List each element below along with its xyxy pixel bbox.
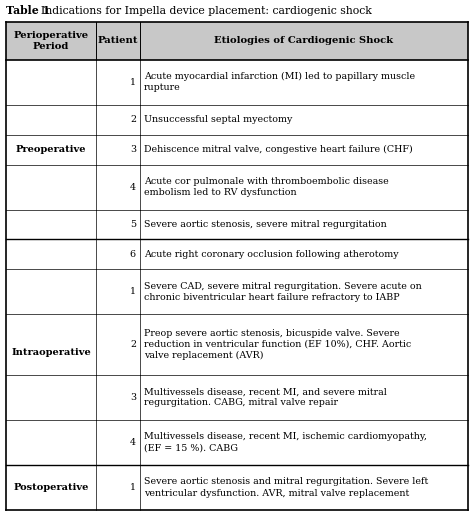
Text: Severe aortic stenosis and mitral regurgitation. Severe left
ventricular dysfunc: Severe aortic stenosis and mitral regurg… (144, 477, 428, 497)
Text: Preop severe aortic stenosis, bicuspide valve. Severe
reduction in ventricular f: Preop severe aortic stenosis, bicuspide … (144, 329, 411, 360)
Text: 6: 6 (130, 250, 136, 259)
Text: Etiologies of Cardiogenic Shock: Etiologies of Cardiogenic Shock (214, 37, 393, 45)
Text: 4: 4 (130, 183, 136, 191)
Text: Acute cor pulmonale with thromboembolic disease
embolism led to RV dysfunction: Acute cor pulmonale with thromboembolic … (144, 177, 389, 197)
Text: Postoperative: Postoperative (13, 483, 89, 492)
Text: 1: 1 (130, 287, 136, 296)
Text: 3: 3 (130, 393, 136, 402)
Text: 2: 2 (130, 340, 136, 349)
Text: Table 1: Table 1 (6, 5, 50, 16)
Text: 1: 1 (130, 78, 136, 87)
Text: 3: 3 (130, 145, 136, 154)
Text: Dehiscence mitral valve, congestive heart failure (CHF): Dehiscence mitral valve, congestive hear… (144, 145, 413, 154)
Text: Intraoperative: Intraoperative (11, 348, 91, 357)
Text: Preoperative: Preoperative (16, 145, 86, 154)
Text: Unsuccessful septal myectomy: Unsuccessful septal myectomy (144, 115, 292, 124)
Text: Multivessels disease, recent MI, ischemic cardiomyopathy,
(EF = 15 %). CABG: Multivessels disease, recent MI, ischemi… (144, 432, 427, 453)
Text: Severe CAD, severe mitral regurgitation. Severe acute on
chronic biventricular h: Severe CAD, severe mitral regurgitation.… (144, 282, 422, 302)
Text: Acute myocardial infarction (MI) led to papillary muscle
rupture: Acute myocardial infarction (MI) led to … (144, 72, 415, 92)
Bar (6, 22, 468, 60)
Text: 4: 4 (130, 438, 136, 447)
Text: . Indications for Impella device placement: cardiogenic shock: . Indications for Impella device placeme… (34, 6, 372, 16)
Text: Acute right coronary occlusion following atherotomy: Acute right coronary occlusion following… (144, 250, 399, 259)
Text: Multivessels disease, recent MI, and severe mitral
regurgitation. CABG, mitral v: Multivessels disease, recent MI, and sev… (144, 387, 387, 407)
Text: 2: 2 (130, 115, 136, 124)
Text: Patient: Patient (98, 37, 138, 45)
Text: Perioperative
Period: Perioperative Period (13, 31, 89, 51)
Text: 1: 1 (130, 483, 136, 492)
Text: 5: 5 (130, 220, 136, 229)
Text: Severe aortic stenosis, severe mitral regurgitation: Severe aortic stenosis, severe mitral re… (144, 220, 387, 229)
